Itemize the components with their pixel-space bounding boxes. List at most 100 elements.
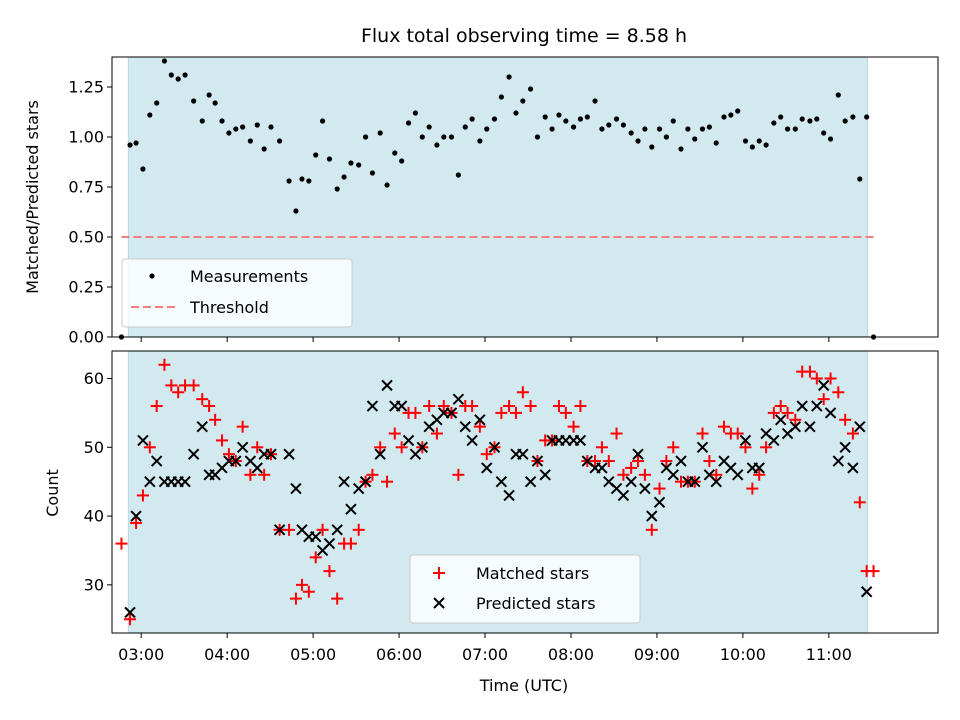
x-tick-label: 11:00 [806, 645, 852, 664]
predicted-star-point [796, 400, 808, 412]
measurement-point [161, 58, 168, 64]
predicted-star-point [817, 379, 830, 392]
matched-star-point [172, 386, 185, 399]
x-tick-label: 07:00 [462, 645, 508, 664]
predicted-star-point [689, 475, 701, 488]
predicted-star-point [130, 510, 142, 522]
predicted-star-point [596, 462, 608, 474]
measurement-point [392, 150, 398, 156]
measurement-point [556, 112, 562, 118]
matched-star-point [158, 358, 171, 371]
measurement-point [293, 208, 299, 214]
measurement-point [835, 92, 841, 98]
x-tick-label: 03:00 [118, 645, 164, 664]
matched-star-point [789, 413, 802, 426]
measurement-point [542, 114, 548, 120]
measurement-point [678, 146, 684, 152]
measurement-point [527, 86, 534, 92]
top-legend-box [121, 258, 353, 328]
measurement-point [534, 134, 541, 140]
measurement-point [498, 94, 504, 100]
predicted-star-point [290, 482, 302, 495]
measurement-point [199, 118, 205, 124]
measurement-point [448, 134, 455, 140]
matched-star-point [817, 393, 830, 406]
matched-star-point [136, 489, 149, 502]
predicted-star-point [675, 455, 687, 467]
measurement-point [369, 170, 376, 176]
matched-star-point [832, 386, 845, 399]
predicted-star-point [768, 434, 780, 447]
measurement-point [706, 124, 712, 130]
predicted-star-point [124, 606, 136, 619]
measurement-point [599, 126, 605, 132]
measurement-point [334, 186, 340, 192]
matched-star-point [352, 523, 365, 536]
measurement-point [520, 98, 526, 104]
predicted-star-point [531, 455, 544, 467]
matched-star-point [388, 427, 401, 440]
top-y-axis-label: Matched/Predicted stars [23, 100, 42, 294]
matched-star-point [366, 468, 379, 481]
measurement-point [219, 118, 225, 124]
bottom-y-tick-label: 50 [84, 438, 104, 457]
measurement-point [175, 76, 181, 82]
bottom-y-tick-label: 40 [84, 507, 104, 526]
predicted-star-point [847, 462, 859, 474]
predicted-star-point [402, 434, 415, 447]
predicted-star-point [150, 455, 163, 467]
bottom-legend: Matched stars Predicted stars [409, 554, 641, 624]
x-tick-label: 09:00 [634, 645, 680, 664]
x-tick-label: 04:00 [204, 645, 250, 664]
matched-star-point [667, 441, 680, 454]
measurement-point [341, 174, 347, 180]
predicted-star-point [639, 482, 651, 495]
predicted-star-point [381, 379, 393, 392]
predicted-star-point [625, 475, 637, 488]
matched-star-point [753, 468, 766, 481]
x-tick-label: 10:00 [720, 645, 766, 664]
measurement-point [850, 114, 856, 120]
x-tick-label: 05:00 [290, 645, 336, 664]
matched-star-point [437, 400, 450, 413]
matched-star-point [589, 455, 602, 468]
matched-star-point [216, 434, 229, 447]
predicted-star-point [732, 469, 744, 481]
measurement-point [261, 146, 267, 152]
measurements-series [118, 58, 877, 340]
matched-star-point [803, 365, 816, 378]
predicted-star-point [824, 407, 837, 419]
matched-star-point [323, 565, 336, 578]
predicted-star-point [804, 420, 816, 433]
matched-star-point [222, 448, 235, 461]
legend-threshold-label: Threshold [189, 298, 269, 317]
measurement-point [247, 138, 253, 144]
measurement-point [405, 120, 412, 126]
measurement-point [127, 142, 133, 148]
measurement-point [649, 144, 655, 150]
predicted-star-point [338, 475, 350, 488]
matched-star-point [331, 592, 344, 605]
matched-star-point [653, 482, 666, 495]
predicted-star-point [854, 420, 866, 433]
measurement-point [771, 120, 777, 126]
measurement-point [412, 110, 419, 116]
measurement-point [469, 116, 475, 122]
matched-legend-marker [433, 567, 445, 579]
top-y-ticks: 0.00 0.25 0.50 0.75 1.00 1.25 [68, 78, 112, 347]
matched-star-point [124, 613, 137, 626]
matched-star-point [143, 441, 156, 454]
predicted-star-point [187, 448, 200, 460]
matched-star-point [810, 372, 823, 385]
measurement-point [784, 126, 791, 132]
matched-star-point [839, 413, 852, 426]
predicted-star-point [839, 441, 851, 453]
measurement-point [692, 136, 698, 142]
measurement-point [864, 114, 870, 120]
matched-star-point [638, 468, 651, 481]
matched-star-point [610, 427, 623, 440]
bottom-y-axis-label: Count [43, 469, 62, 517]
measurement-point [506, 74, 512, 80]
measurement-point [592, 98, 598, 104]
